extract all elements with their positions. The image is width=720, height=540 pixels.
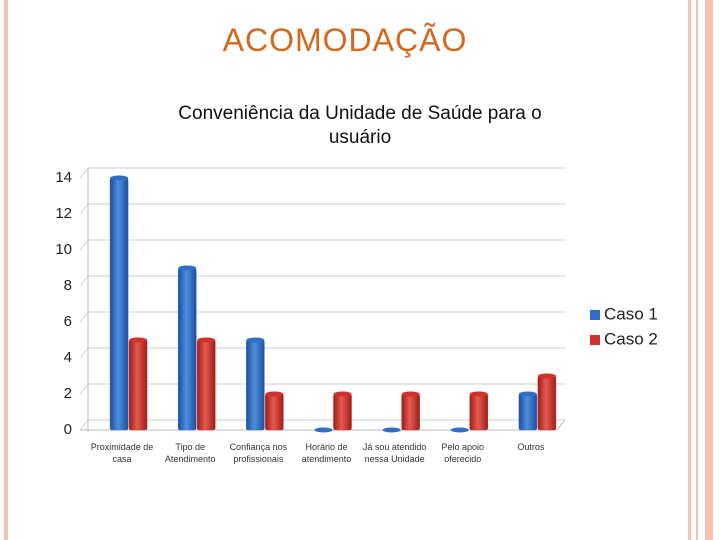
bar-cap (333, 391, 352, 397)
chart-title: Conveniência da Unidade de Saúde para o … (178, 103, 542, 148)
bar (518, 393, 538, 431)
border-right (688, 0, 691, 540)
grid-line-depth (79, 383, 89, 395)
bar (469, 393, 489, 431)
grid-line-depth (79, 203, 89, 215)
bar-cap (246, 337, 265, 343)
x-tick-label: Já sou atendido nessa Unidade (362, 442, 427, 464)
y-tick-label: 2 (64, 385, 72, 402)
border-left (4, 0, 8, 540)
grid-line-depth (79, 275, 89, 287)
bar-cap (469, 391, 488, 397)
grid-line-depth (79, 239, 89, 251)
grid-line-depth (79, 167, 89, 179)
bar (177, 267, 197, 431)
legend-label: Caso 2 (604, 329, 658, 348)
y-tick-label: 4 (64, 349, 72, 366)
bar-cap (450, 427, 469, 433)
y-tick-label: 6 (64, 313, 72, 330)
bar (537, 375, 557, 431)
x-tick-label: Tipo de Atendimento (164, 442, 216, 464)
grid-line-depth (79, 419, 89, 431)
legend-label: Caso 1 (604, 304, 658, 323)
bar (128, 339, 148, 431)
bar-cap (314, 427, 333, 433)
x-axis-depth (556, 419, 566, 431)
grid-line-depth (79, 347, 89, 359)
grid-line-depth (79, 311, 89, 323)
bar-cap (401, 391, 420, 397)
border-right (696, 0, 698, 540)
bar-cap (129, 337, 148, 343)
legend-swatch (590, 310, 600, 320)
x-tick-label: Confiança nos profissionais (229, 442, 288, 464)
bar (401, 393, 420, 431)
y-tick-label: 8 (64, 277, 72, 294)
y-tick-label: 10 (55, 241, 72, 258)
legend-swatch (590, 335, 600, 345)
bar (265, 393, 284, 431)
x-tick-label: Pelo apoio oferecido (441, 442, 485, 464)
y-tick-label: 14 (55, 169, 72, 186)
bar-cap (265, 391, 284, 397)
bar (333, 393, 352, 431)
x-tick-label: Horário de atendimento (301, 442, 352, 464)
border-right (705, 0, 713, 540)
bar-cap (110, 175, 129, 181)
x-tick-label: Proximidade de casa (90, 442, 154, 464)
bar (109, 177, 129, 431)
bar-cap (178, 265, 197, 271)
bar-cap (197, 337, 216, 343)
bar-cap (518, 391, 537, 397)
bar (246, 339, 265, 431)
x-tick-label: Outros (517, 442, 545, 452)
y-tick-label: 12 (55, 205, 72, 222)
slide-title: ACOMODAÇÃO (222, 22, 468, 58)
bar-cap (382, 427, 401, 433)
bar (196, 339, 216, 431)
bar-cap (537, 373, 556, 379)
y-tick-label: 0 (64, 421, 72, 438)
